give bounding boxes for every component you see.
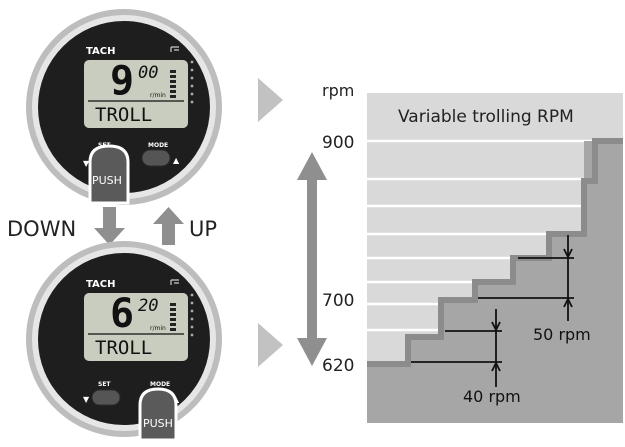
lcd-rpm-main: 9 (110, 58, 134, 104)
lcd-unit: r/min (150, 92, 166, 99)
pointer-arrow-icon (258, 78, 283, 122)
mode-button-label: MODE (148, 142, 168, 149)
set-button-label: SET (98, 381, 111, 388)
chart-title: Variable trolling RPM (398, 107, 574, 127)
lcd-unit: r/min (150, 325, 166, 332)
push-label: PUSH (143, 417, 173, 430)
lcd-rpm-sup: 00 (138, 63, 158, 83)
up-arrow-icon (153, 207, 184, 245)
lcd-mode-text: TROLL (95, 337, 152, 359)
push-label: PUSH (92, 174, 122, 187)
up-triangle-icon: ▲ (173, 156, 180, 165)
down-label: DOWN (7, 217, 76, 241)
down-arrow-icon (94, 207, 125, 245)
lcd-mode-text: TROLL (95, 104, 152, 126)
lcd-rpm-main: 6 (110, 291, 134, 337)
rpm-step-chart: rpm Variable trolling RPM (322, 81, 623, 423)
down-triangle-icon: ▼ (83, 395, 90, 404)
tachometer-gauge-top: TACH 9 00 r/min TROLL SET ▼ MODE ▲ PUSH (26, 9, 222, 205)
mode-button[interactable] (142, 150, 170, 166)
mode-button-label: MODE (150, 381, 170, 388)
lcd-rpm-sup: 20 (138, 296, 158, 316)
down-up-arrows: DOWN UP (7, 207, 217, 245)
chart-unit-label: rpm (322, 81, 354, 100)
push-finger-icon[interactable] (140, 389, 176, 440)
tachometer-gauge-bottom: TACH 6 20 r/min TROLL SET ▼ MODE ▲ PUSH (26, 241, 222, 440)
pointer-arrow-icon (258, 323, 283, 367)
y-tick-900: 900 (322, 133, 354, 153)
up-label: UP (189, 217, 217, 241)
gauge-brand: TACH (86, 279, 116, 290)
step-40rpm-label: 40 rpm (463, 387, 521, 406)
y-tick-620: 620 (322, 356, 354, 376)
y-tick-700: 700 (322, 291, 354, 311)
set-button[interactable] (92, 390, 120, 405)
step-50rpm-label: 50 rpm (533, 325, 591, 344)
range-double-arrow-icon (297, 152, 327, 366)
gauge-brand: TACH (86, 46, 116, 57)
